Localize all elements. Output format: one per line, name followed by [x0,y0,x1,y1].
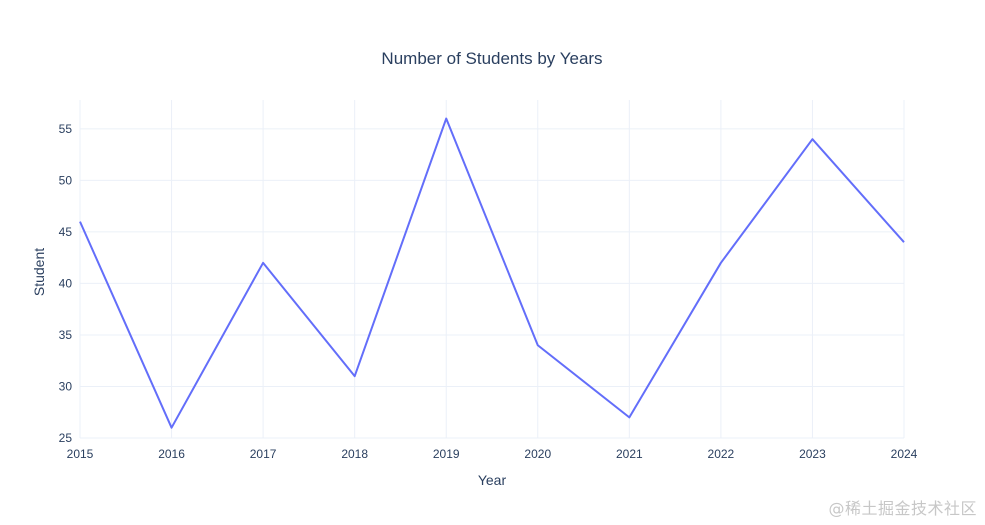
x-tick-label: 2015 [67,447,94,461]
y-tick-label: 45 [59,225,73,239]
data-point[interactable] [536,343,540,347]
y-tick-label: 35 [59,328,73,342]
y-tick-label: 50 [59,173,73,187]
y-tick-label: 40 [59,276,73,290]
watermark: @稀土掘金技术社区 [828,499,977,518]
y-axis: 25 30 35 40 45 50 55 [59,122,73,445]
x-tick-label: 2024 [891,447,918,461]
data-point[interactable] [261,261,265,265]
x-axis: 2015 2016 2017 2018 2019 2020 2021 2022 2023 2024 [67,447,918,461]
x-tick-label: 2017 [250,447,277,461]
x-tick-label: 2021 [616,447,643,461]
x-tick-label: 2016 [158,447,185,461]
data-point[interactable] [78,220,82,224]
data-point[interactable] [627,415,631,419]
data-point[interactable] [444,117,448,121]
x-tick-label: 2022 [708,447,735,461]
gridlines [79,100,905,439]
x-tick-label: 2020 [524,447,551,461]
x-tick-label: 2023 [799,447,826,461]
x-tick-label: 2019 [433,447,460,461]
series-line [79,117,905,429]
data-point[interactable] [353,374,357,378]
series-layer [78,117,906,430]
y-tick-label: 55 [59,122,73,136]
data-point[interactable] [170,426,174,430]
x-axis-title: Year [478,472,507,488]
data-point[interactable] [810,137,814,141]
y-axis-title: Student [31,248,47,296]
y-tick-label: 25 [59,431,73,445]
data-point[interactable] [902,240,906,244]
x-tick-label: 2018 [341,447,368,461]
y-tick-label: 30 [59,379,73,393]
chart-title: Number of Students by Years [381,49,602,68]
data-point[interactable] [719,261,723,265]
